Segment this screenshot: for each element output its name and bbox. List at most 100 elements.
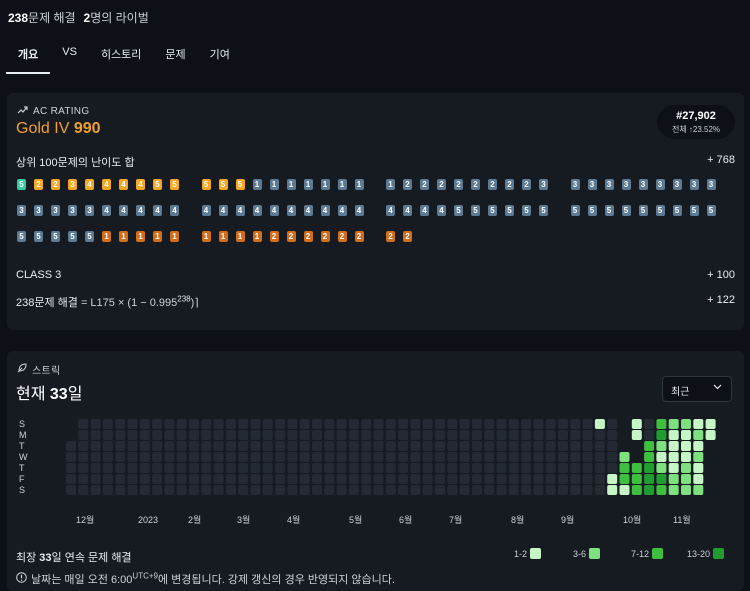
tier-badge[interactable]: 2 — [354, 231, 364, 242]
heatmap-cell[interactable] — [385, 463, 396, 473]
heatmap-cell[interactable] — [508, 419, 519, 429]
heatmap-cell[interactable] — [631, 430, 642, 440]
heatmap-cell[interactable] — [570, 441, 581, 451]
heatmap-cell[interactable] — [385, 441, 396, 451]
heatmap-cell[interactable] — [447, 419, 458, 429]
tab-overview[interactable]: 개요 — [6, 38, 51, 74]
heatmap-cell[interactable] — [201, 474, 212, 484]
heatmap-cell[interactable] — [545, 452, 556, 462]
heatmap-cell[interactable] — [668, 474, 679, 484]
heatmap-cell[interactable] — [570, 463, 581, 473]
heatmap-cell[interactable] — [435, 430, 445, 440]
heatmap-cell[interactable] — [484, 419, 495, 429]
heatmap-cell[interactable] — [115, 463, 126, 473]
tier-badge[interactable]: 5 — [85, 231, 94, 242]
heatmap-cell[interactable] — [508, 452, 519, 462]
heatmap-cell[interactable] — [336, 474, 347, 484]
heatmap-cell[interactable] — [348, 452, 359, 462]
tier-badge[interactable]: 5 — [488, 205, 497, 216]
heatmap-cell[interactable] — [385, 452, 396, 462]
heatmap-cell[interactable] — [361, 441, 372, 451]
heatmap-cell[interactable] — [607, 430, 618, 440]
heatmap-cell[interactable] — [594, 485, 605, 495]
heatmap-cell[interactable] — [348, 441, 359, 451]
tier-badge[interactable]: 4 — [252, 205, 262, 216]
heatmap-cell[interactable] — [398, 419, 409, 429]
tier-badge[interactable]: 3 — [17, 205, 26, 216]
heatmap-cell[interactable] — [447, 441, 458, 451]
heatmap-cell[interactable] — [127, 474, 138, 484]
heatmap-cell[interactable] — [668, 452, 679, 462]
heatmap-cell[interactable] — [447, 452, 458, 462]
heatmap-cell[interactable] — [435, 419, 445, 429]
tier-badge[interactable]: 4 — [320, 205, 330, 216]
heatmap-cell[interactable] — [644, 430, 655, 440]
tier-badge[interactable]: 2 — [320, 231, 330, 242]
heatmap-cell[interactable] — [139, 485, 150, 495]
heatmap-cell[interactable] — [681, 419, 691, 429]
heatmap-cell[interactable] — [139, 474, 150, 484]
heatmap-cell[interactable] — [66, 474, 76, 484]
heatmap-cell[interactable] — [570, 485, 581, 495]
heatmap-cell[interactable] — [410, 463, 421, 473]
heatmap-cell[interactable] — [471, 430, 482, 440]
heatmap-cell[interactable] — [435, 463, 445, 473]
heatmap-cell[interactable] — [262, 419, 273, 429]
heatmap-cell[interactable] — [348, 430, 359, 440]
heatmap-cell[interactable] — [644, 419, 655, 429]
heatmap-cell[interactable] — [570, 430, 581, 440]
heatmap-cell[interactable] — [582, 419, 593, 429]
heatmap-cell[interactable] — [275, 419, 286, 429]
heatmap-cell[interactable] — [336, 441, 347, 451]
heatmap-cell[interactable] — [336, 463, 347, 473]
heatmap-cell[interactable] — [66, 485, 76, 495]
heatmap-cell[interactable] — [238, 474, 249, 484]
heatmap-cell[interactable] — [312, 474, 322, 484]
heatmap-cell[interactable] — [152, 474, 163, 484]
heatmap-cell[interactable] — [361, 474, 372, 484]
heatmap-cell[interactable] — [533, 485, 544, 495]
heatmap-cell[interactable] — [693, 430, 704, 440]
heatmap-cell[interactable] — [459, 452, 470, 462]
tier-badge[interactable]: 1 — [320, 179, 330, 190]
heatmap-cell[interactable] — [533, 463, 544, 473]
heatmap-cell[interactable] — [299, 430, 310, 440]
heatmap-cell[interactable] — [324, 441, 335, 451]
heatmap-cell[interactable] — [115, 441, 126, 451]
heatmap-cell[interactable] — [250, 485, 261, 495]
heatmap-cell[interactable] — [115, 452, 126, 462]
heatmap-cell[interactable] — [594, 463, 605, 473]
heatmap-cell[interactable] — [521, 474, 532, 484]
heatmap-cell[interactable] — [644, 463, 655, 473]
tier-badge[interactable]: 5 — [454, 205, 463, 216]
heatmap-cell[interactable] — [287, 452, 298, 462]
heatmap-cell[interactable] — [533, 419, 544, 429]
heatmap-cell[interactable] — [324, 463, 335, 473]
tier-badge[interactable]: 2 — [337, 231, 347, 242]
tab-contributions[interactable]: 기여 — [209, 49, 230, 61]
heatmap-cell[interactable] — [558, 463, 568, 473]
heatmap-cell[interactable] — [275, 463, 286, 473]
heatmap-cell[interactable] — [533, 452, 544, 462]
heatmap-cell[interactable] — [164, 485, 175, 495]
heatmap-cell[interactable] — [275, 441, 286, 451]
tier-badge[interactable]: 4 — [269, 205, 279, 216]
heatmap-cell[interactable] — [90, 419, 101, 429]
tier-badge[interactable]: 4 — [303, 205, 313, 216]
heatmap-cell[interactable] — [582, 474, 593, 484]
heatmap-cell[interactable] — [459, 419, 470, 429]
heatmap-cell[interactable] — [484, 474, 495, 484]
heatmap-cell[interactable] — [558, 485, 568, 495]
heatmap-cell[interactable] — [361, 419, 372, 429]
heatmap-cell[interactable] — [299, 463, 310, 473]
tier-badge[interactable]: 2 — [437, 179, 446, 190]
tier-badge[interactable]: 4 — [235, 205, 245, 216]
tier-badge[interactable]: 4 — [170, 205, 179, 216]
heatmap-cell[interactable] — [644, 485, 655, 495]
heatmap-cell[interactable] — [225, 463, 236, 473]
heatmap-cell[interactable] — [607, 452, 618, 462]
heatmap-cell[interactable] — [373, 485, 384, 495]
tier-badge[interactable]: 4 — [437, 205, 446, 216]
heatmap-cell[interactable] — [447, 474, 458, 484]
heatmap-cell[interactable] — [422, 474, 433, 484]
